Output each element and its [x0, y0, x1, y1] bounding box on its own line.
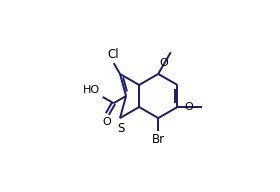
Text: O: O — [102, 117, 111, 127]
Text: Cl: Cl — [107, 48, 119, 61]
Text: HO: HO — [83, 85, 101, 95]
Text: O: O — [185, 102, 193, 112]
Text: O: O — [159, 58, 168, 68]
Text: S: S — [117, 122, 125, 135]
Text: Br: Br — [152, 133, 165, 146]
